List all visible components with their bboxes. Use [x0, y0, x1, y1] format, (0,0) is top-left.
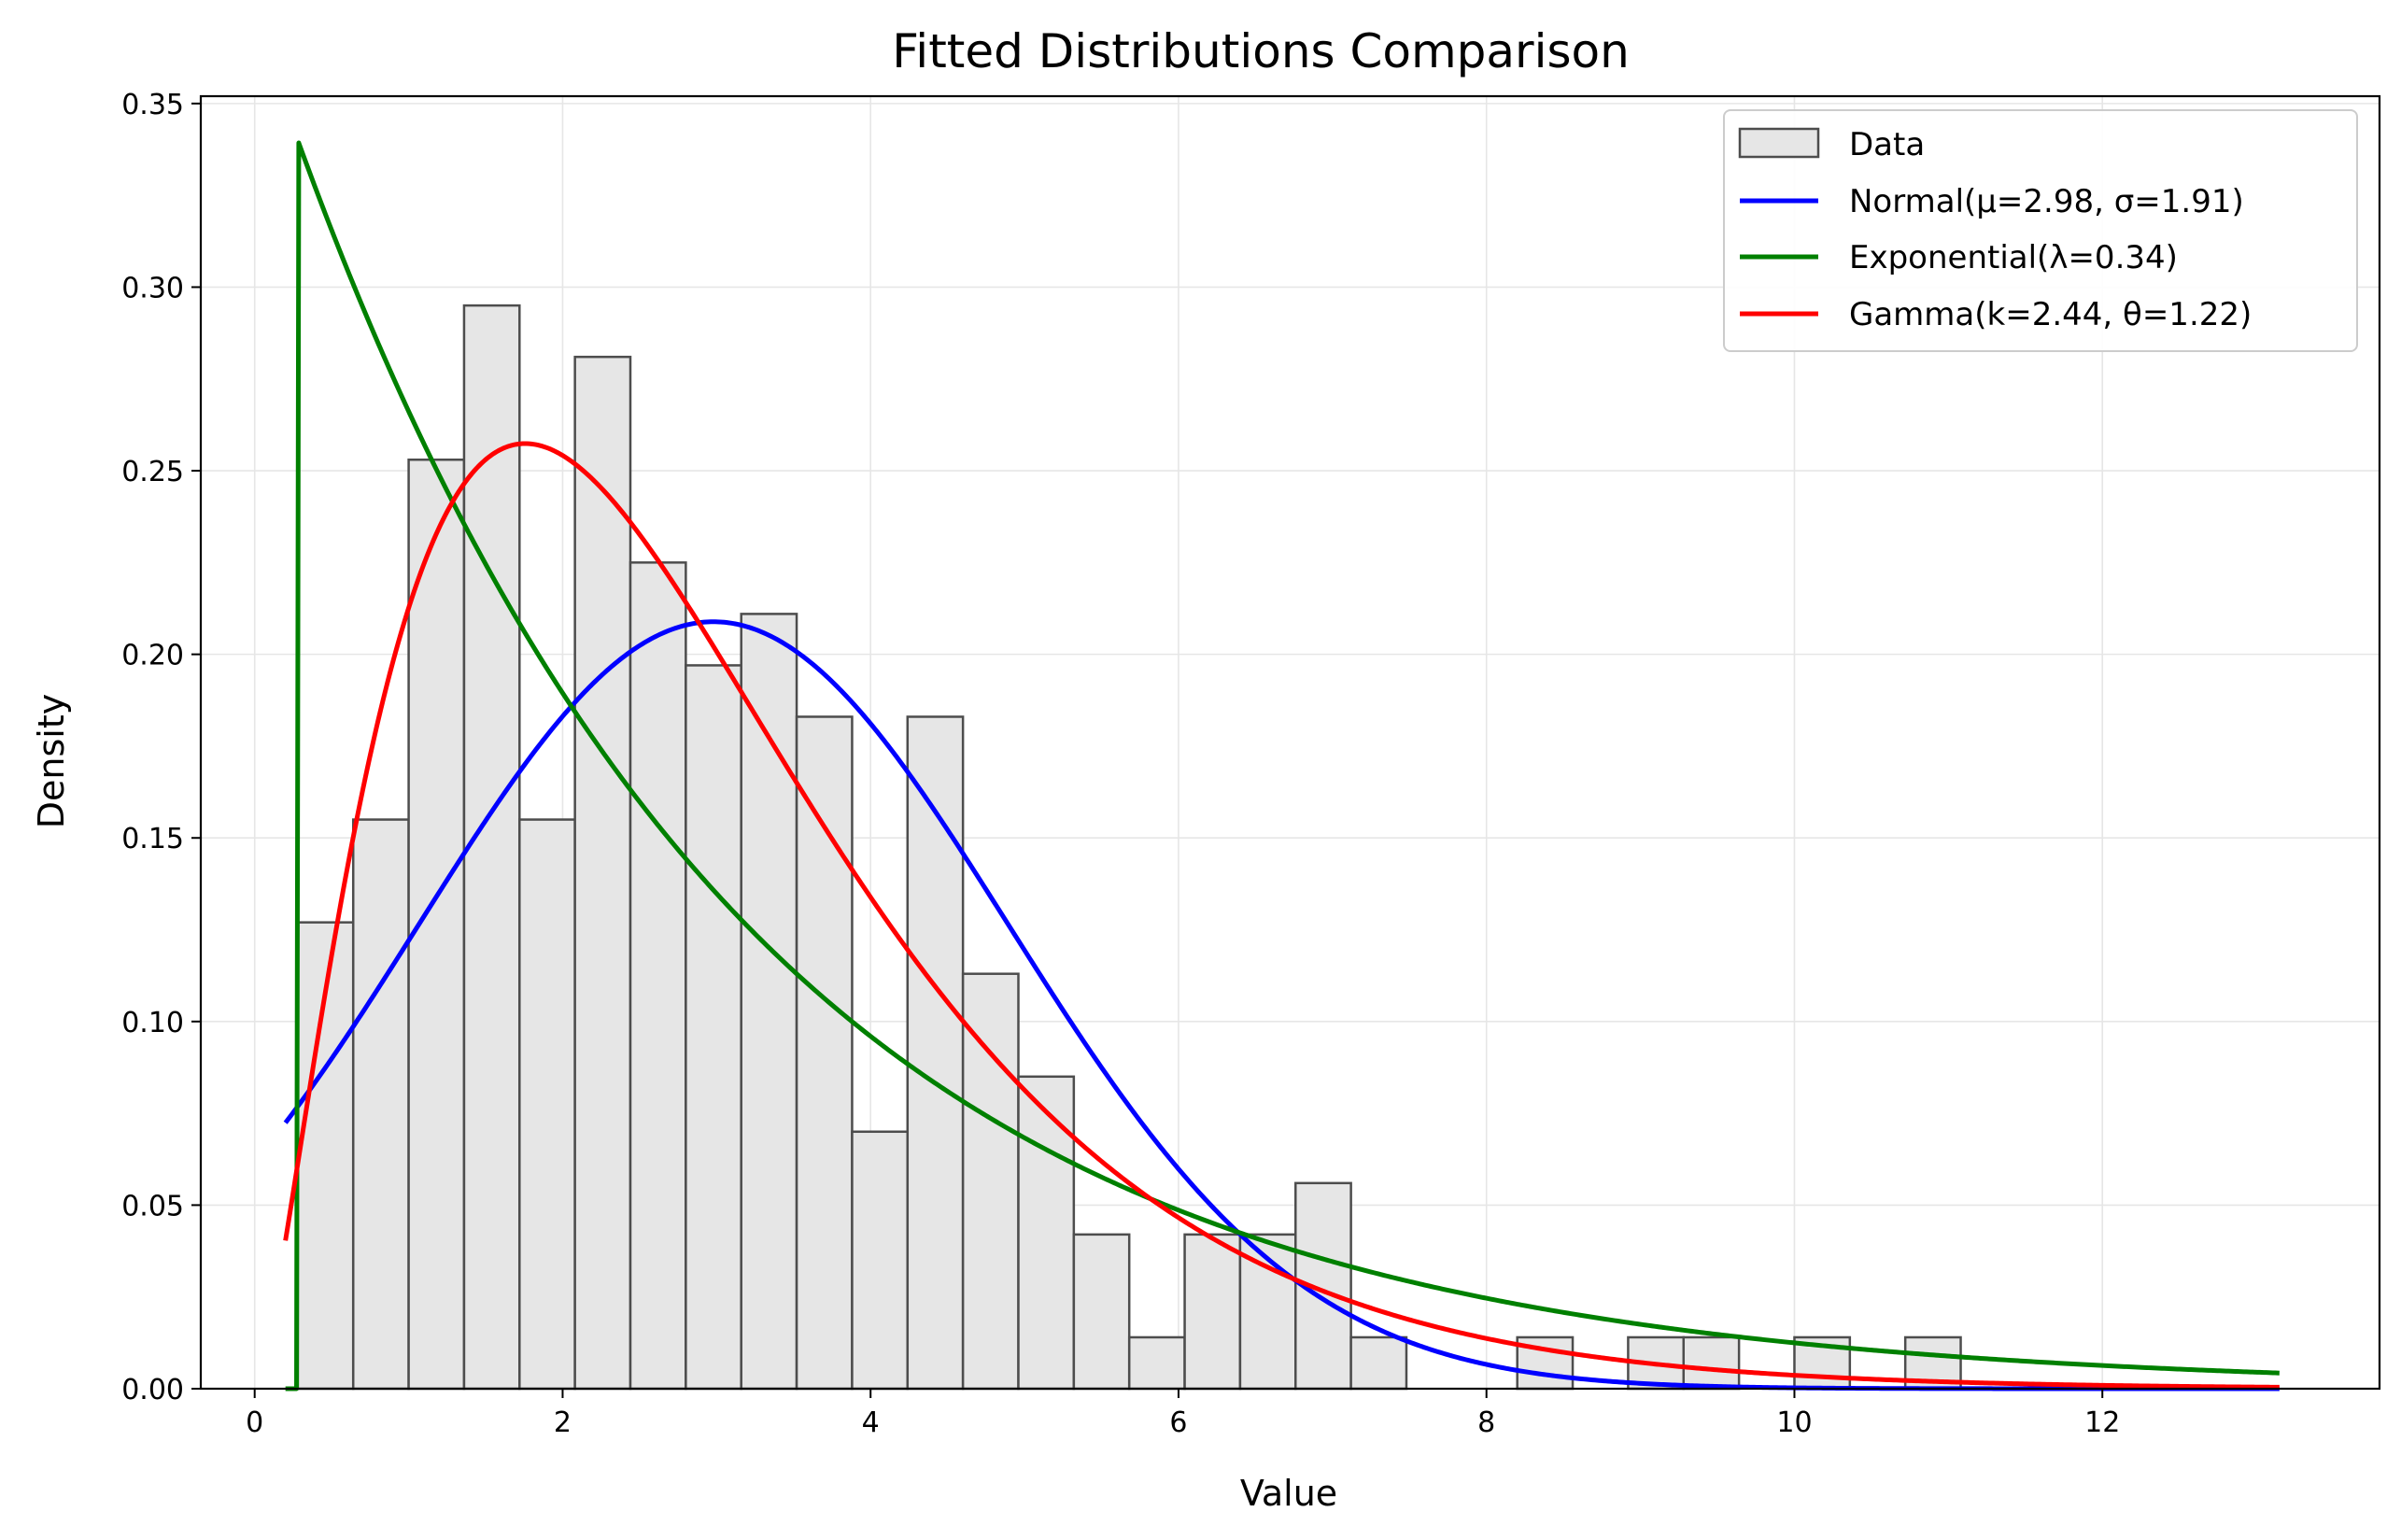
histogram-bar [351, 818, 410, 1391]
histogram-bar [518, 818, 576, 1391]
y-tick-label: 0.25 [121, 456, 184, 488]
y-tick-label: 0.05 [121, 1190, 184, 1222]
histogram-bars [296, 304, 1962, 1391]
y-tick-label: 0.10 [121, 1007, 184, 1039]
histogram-bar [573, 355, 632, 1391]
x-tick-label: 4 [862, 1406, 880, 1439]
legend-label-data: Data [1849, 126, 1925, 163]
plot-frame [199, 94, 2381, 1391]
legend-label-gamma: Gamma(k=2.44, θ=1.22) [1849, 296, 2252, 333]
y-tick-label: 0.35 [121, 89, 184, 121]
histogram-bar [1127, 1335, 1186, 1391]
histogram-bar [1183, 1233, 1242, 1391]
histogram-bar [795, 715, 854, 1391]
histogram-bar [462, 304, 521, 1391]
y-tick-label: 0.00 [121, 1374, 184, 1406]
x-axis-label: Value [1240, 1473, 1337, 1514]
y-tick-label: 0.30 [121, 272, 184, 304]
histogram-bar [1682, 1335, 1741, 1391]
x-tick-label: 8 [1477, 1406, 1495, 1439]
legend-swatch-data [1738, 127, 1820, 159]
x-tick-label: 10 [1776, 1406, 1812, 1439]
histogram-bar [906, 715, 965, 1391]
series-line-exponential [285, 140, 2280, 1392]
histogram-bar [628, 561, 687, 1391]
histogram-bar [1017, 1075, 1076, 1391]
y-tick-label: 0.15 [121, 823, 184, 855]
histogram-bar [1349, 1335, 1408, 1391]
histogram-bar [740, 613, 798, 1391]
x-tick-label: 2 [554, 1406, 572, 1439]
legend-box [1723, 109, 2358, 352]
histogram-bar [1072, 1233, 1131, 1391]
legend-label-exponential: Exponential(λ=0.34) [1849, 239, 2178, 276]
series-line-gamma [283, 441, 2280, 1390]
histogram-bar [851, 1130, 910, 1391]
histogram-bar [961, 972, 1020, 1391]
x-tick-label: 0 [246, 1406, 263, 1439]
y-axis-label: Density [31, 694, 72, 828]
y-tick-label: 0.20 [121, 640, 184, 672]
axis-ticks: 0 2 4 6 8 10 12 0.00 0.05 0.10 0.15 0.20 0.25 0.30 0.3… [121, 89, 2120, 1439]
legend: Data Normal(μ=2.98, σ=1.91) Exponential(… [1723, 109, 2358, 352]
x-tick-label: 6 [1169, 1406, 1187, 1439]
legend-label-normal: Normal(μ=2.98, σ=1.91) [1849, 183, 2244, 220]
x-tick-label: 12 [2084, 1406, 2120, 1439]
histogram-bar [685, 664, 742, 1391]
chart-title: Fitted Distributions Comparison [892, 24, 1630, 78]
